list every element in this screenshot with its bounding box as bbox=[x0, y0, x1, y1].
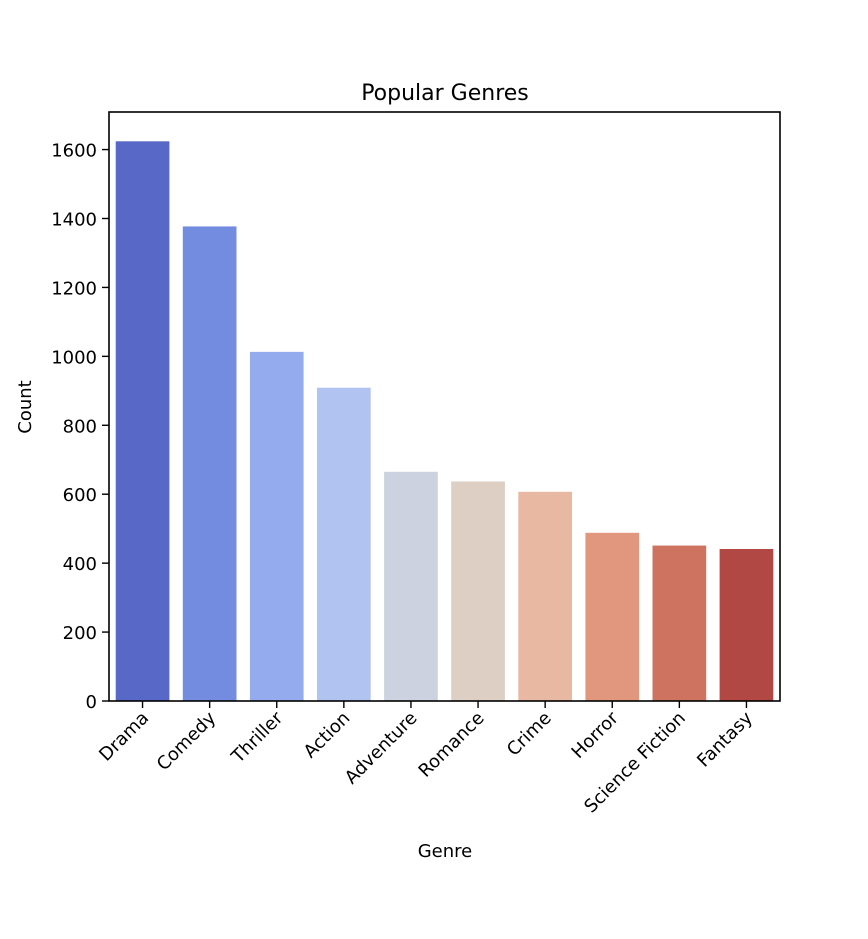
x-tick-label-romance: Romance bbox=[415, 708, 489, 782]
x-tick-label-horror: Horror bbox=[568, 707, 624, 763]
bar-action bbox=[317, 387, 371, 701]
y-tick-label: 0 bbox=[86, 692, 97, 713]
y-axis-label: Count bbox=[15, 380, 36, 433]
y-tick-label: 800 bbox=[63, 416, 97, 437]
chart-title: Popular Genres bbox=[361, 81, 529, 106]
y-tick-label: 1600 bbox=[51, 141, 97, 162]
y-tick-label: 200 bbox=[63, 623, 97, 644]
x-tick-label-drama: Drama bbox=[95, 708, 153, 766]
x-tick-label-fantasy: Fantasy bbox=[693, 707, 757, 771]
y-tick-label: 400 bbox=[63, 554, 97, 575]
x-tick-label-action: Action bbox=[300, 708, 355, 763]
bars-layer bbox=[115, 141, 774, 702]
y-tick-label: 1000 bbox=[51, 347, 97, 368]
bar-fantasy bbox=[719, 549, 774, 701]
plot-frame bbox=[108, 111, 781, 702]
y-tick-label: 1400 bbox=[51, 210, 97, 231]
bar-crime bbox=[518, 491, 572, 701]
y-tick-label: 1200 bbox=[51, 278, 97, 299]
bar-science-fiction bbox=[652, 545, 707, 701]
bar-adventure bbox=[384, 471, 438, 701]
y-tick-label: 600 bbox=[63, 485, 97, 506]
bar-drama bbox=[115, 141, 170, 702]
bar-romance bbox=[451, 481, 505, 701]
bar-horror bbox=[585, 532, 640, 701]
x-tick-label-crime: Crime bbox=[503, 708, 556, 761]
x-axis: Drama Comedy Thriller ActionAdventureRomanc… bbox=[95, 701, 757, 817]
y-axis: 0 200 400 600 800 1000 1200 1400 1600 bbox=[51, 141, 109, 713]
x-axis-label: Genre bbox=[418, 841, 473, 862]
bar-comedy bbox=[182, 226, 237, 702]
x-tick-label-thriller: Thriller bbox=[227, 707, 288, 768]
x-tick-label-comedy: Comedy bbox=[153, 707, 221, 775]
x-tick-label-adventure: Adventure bbox=[341, 708, 422, 789]
bar-thriller bbox=[249, 351, 304, 701]
